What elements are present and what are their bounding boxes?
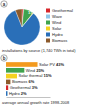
axis-line — [7, 97, 51, 98]
x-axis — [7, 97, 51, 98]
panel-label: b — [3, 56, 6, 61]
bar-label: Wind25% — [26, 68, 45, 73]
data-label: 6% — [28, 79, 34, 84]
data-label: 15% — [43, 73, 51, 78]
bar-label: Geothermal3% — [10, 85, 38, 90]
bar-label: Solar PV43% — [39, 62, 64, 67]
data-label: 3% — [32, 85, 38, 90]
category-label: Hydro — [9, 91, 20, 96]
legend-swatch — [46, 33, 50, 37]
legend: GeothermalWaveWindSolarHydroBiomass — [46, 8, 73, 43]
bar — [6, 68, 24, 73]
bar — [6, 62, 38, 67]
category-label: Solar thermal — [19, 73, 43, 78]
panel-badge — [1, 1, 7, 7]
bar — [6, 85, 8, 90]
bar — [6, 91, 7, 96]
pie — [4, 9, 40, 45]
panel-badge — [1, 55, 7, 61]
annotation: 17% — [28, 10, 36, 15]
data-label: 2% — [21, 91, 27, 96]
chart-title: average annual growth rate 1998-2008 — [2, 100, 69, 105]
bar-label: Solar thermal15% — [19, 73, 52, 78]
legend-label: Wave — [52, 14, 63, 19]
bar — [6, 80, 10, 85]
bar-label: Biomass6% — [12, 79, 35, 84]
data-label: 43% — [56, 62, 64, 67]
legend-label: Hydro — [52, 32, 63, 37]
data-label: 25% — [36, 68, 44, 73]
legend-swatch — [46, 15, 50, 19]
legend-label: Geothermal — [52, 8, 73, 13]
category-label: Wind — [26, 68, 35, 73]
chart-root: a17%GeothermalWaveWindSolarHydroBiomassi… — [0, 0, 100, 107]
legend-label: Wind — [52, 20, 61, 25]
category-label: Solar PV — [39, 62, 55, 67]
bar-label: Hydro2% — [9, 91, 27, 96]
bars — [6, 62, 38, 96]
legend-swatch — [46, 39, 50, 43]
chart-title: installations by source (1,740 TWh in to… — [2, 48, 76, 53]
category-label: Geothermal — [10, 85, 31, 90]
legend-swatch — [46, 9, 50, 13]
legend-swatch — [46, 21, 50, 25]
legend-label: Solar — [52, 26, 62, 31]
category-label: Biomass — [12, 79, 27, 84]
legend-swatch — [46, 27, 50, 31]
panel-label: a — [3, 2, 6, 7]
legend-label: Biomass — [52, 38, 67, 43]
pie-slice — [15, 9, 22, 27]
bar — [6, 74, 17, 79]
